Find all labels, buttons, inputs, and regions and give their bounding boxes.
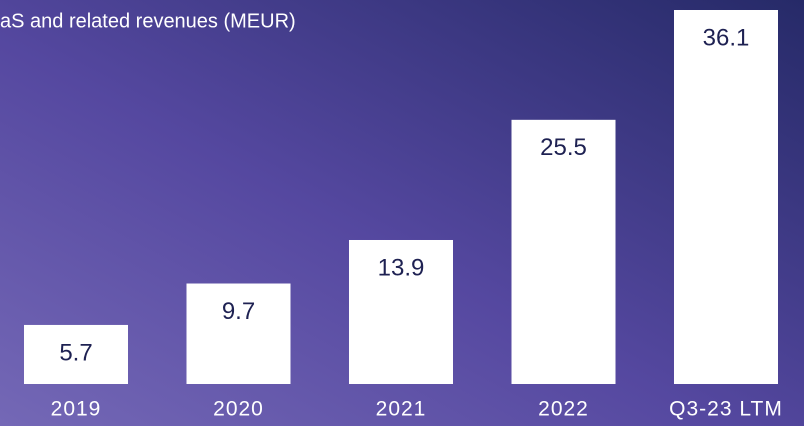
value-label: 5.7 bbox=[59, 339, 92, 366]
bar bbox=[349, 239, 453, 384]
x-tick-label: Q3-23 LTM bbox=[669, 398, 783, 421]
bar bbox=[186, 283, 291, 384]
x-tick-label: 2019 bbox=[51, 398, 102, 421]
value-label: 13.9 bbox=[378, 254, 425, 281]
bar bbox=[511, 119, 616, 385]
chart-title: aS and related revenues (MEUR) bbox=[0, 10, 296, 32]
value-label: 9.7 bbox=[222, 298, 255, 325]
value-label: 25.5 bbox=[540, 134, 587, 161]
x-tick-label: 2021 bbox=[376, 398, 427, 421]
bar bbox=[674, 10, 778, 384]
value-label: 36.1 bbox=[703, 24, 750, 51]
x-tick-label: 2020 bbox=[213, 398, 264, 421]
bar bbox=[24, 324, 128, 384]
x-tick-label: 2022 bbox=[538, 398, 589, 421]
